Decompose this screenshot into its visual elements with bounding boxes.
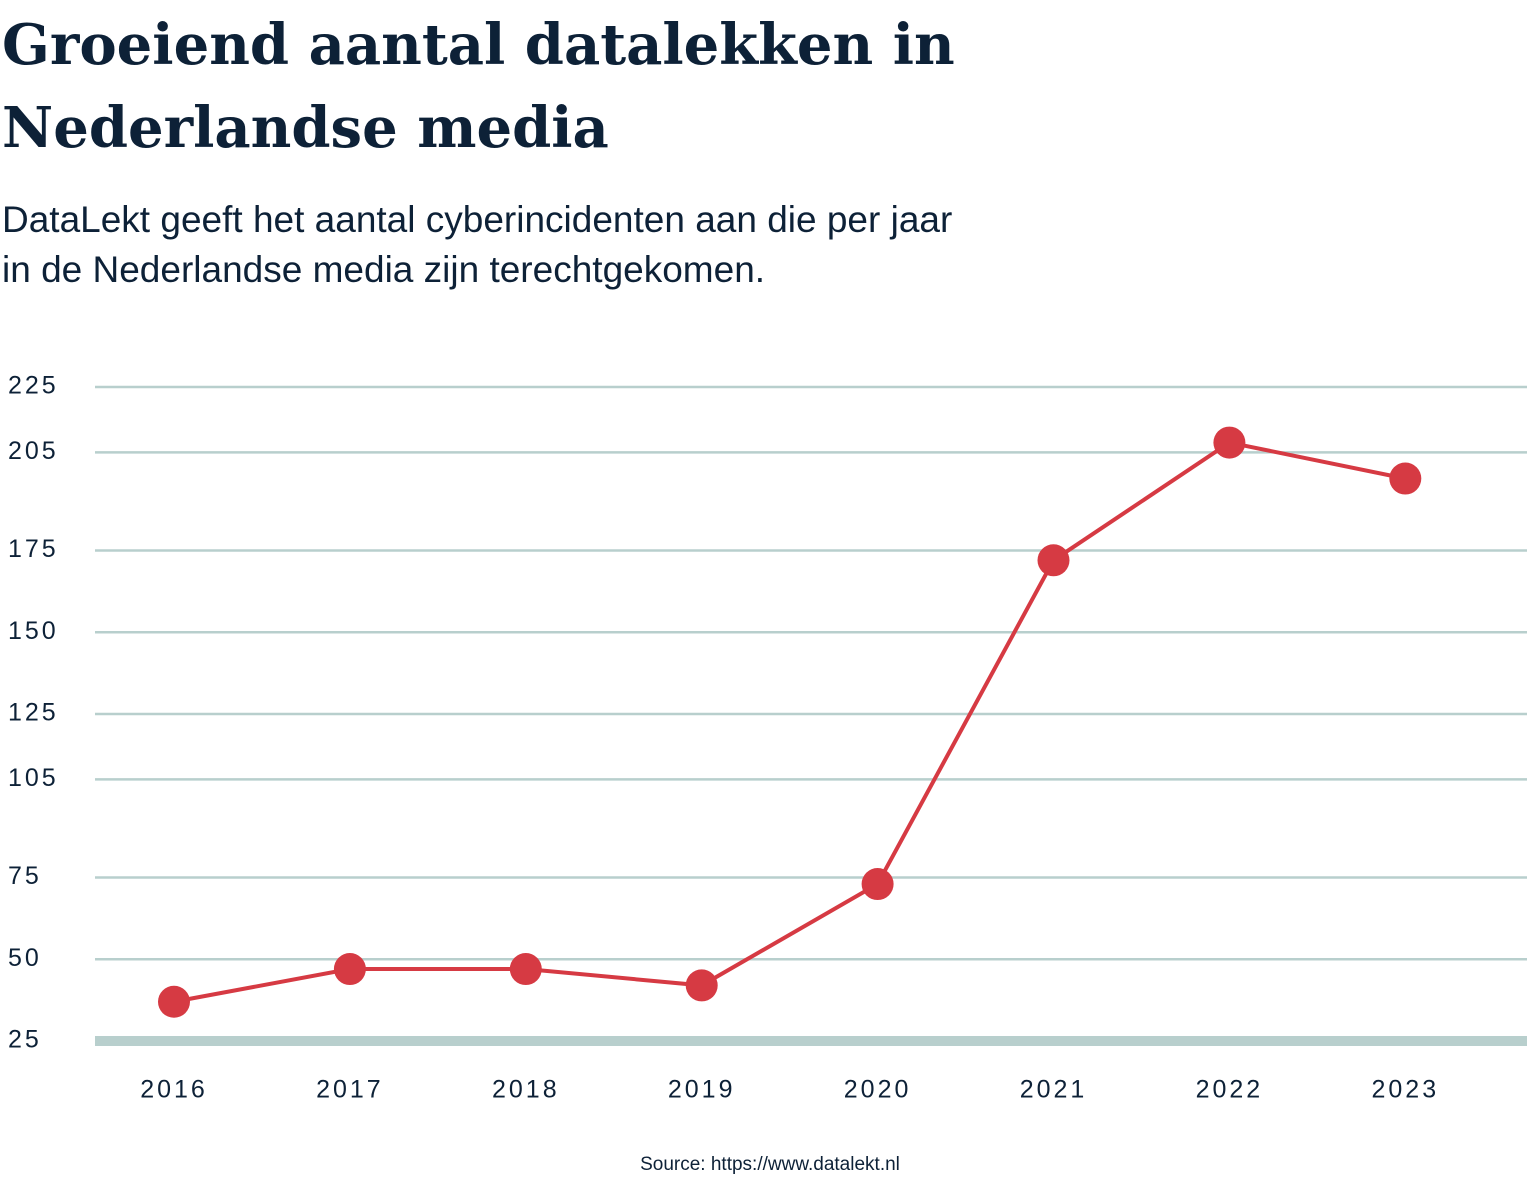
marker [861, 868, 894, 901]
marker [1037, 544, 1070, 577]
x-tick-label: 2017 [316, 1076, 384, 1104]
y-tick-label: 125 [8, 699, 59, 727]
y-tick-label: 205 [8, 437, 59, 465]
x-tick-label: 2019 [668, 1076, 736, 1104]
marker [333, 953, 366, 986]
chart-subtitle: DataLekt geeft het aantal cyberincidente… [2, 199, 963, 290]
x-tick-label: 2016 [140, 1076, 208, 1104]
marker [158, 985, 190, 1018]
x-tick-label: 2022 [1196, 1076, 1264, 1104]
y-tick-label: 25 [8, 1026, 42, 1054]
y-tick-label: 50 [8, 944, 42, 972]
x-tick-label: 2020 [844, 1076, 912, 1104]
chart-title: Groeiend aantal datalekken in Nederlands… [2, 12, 974, 161]
x-tick-label: 2021 [1020, 1076, 1088, 1104]
x-tick-label: 2018 [492, 1076, 560, 1104]
marker [509, 953, 542, 986]
y-tick-label: 75 [8, 862, 42, 890]
y-tick-label: 175 [8, 535, 59, 563]
y-tick-label: 225 [8, 372, 59, 400]
line [173, 440, 1406, 1004]
x-tick-label: 2023 [1371, 1076, 1439, 1104]
source: Source: https://www.datalekt.nl [640, 1154, 900, 1175]
marker [685, 969, 718, 1002]
y-tick-label: 105 [8, 764, 59, 792]
y-tick-label: 150 [8, 617, 59, 645]
marker [1213, 426, 1246, 459]
marker [1389, 462, 1422, 495]
